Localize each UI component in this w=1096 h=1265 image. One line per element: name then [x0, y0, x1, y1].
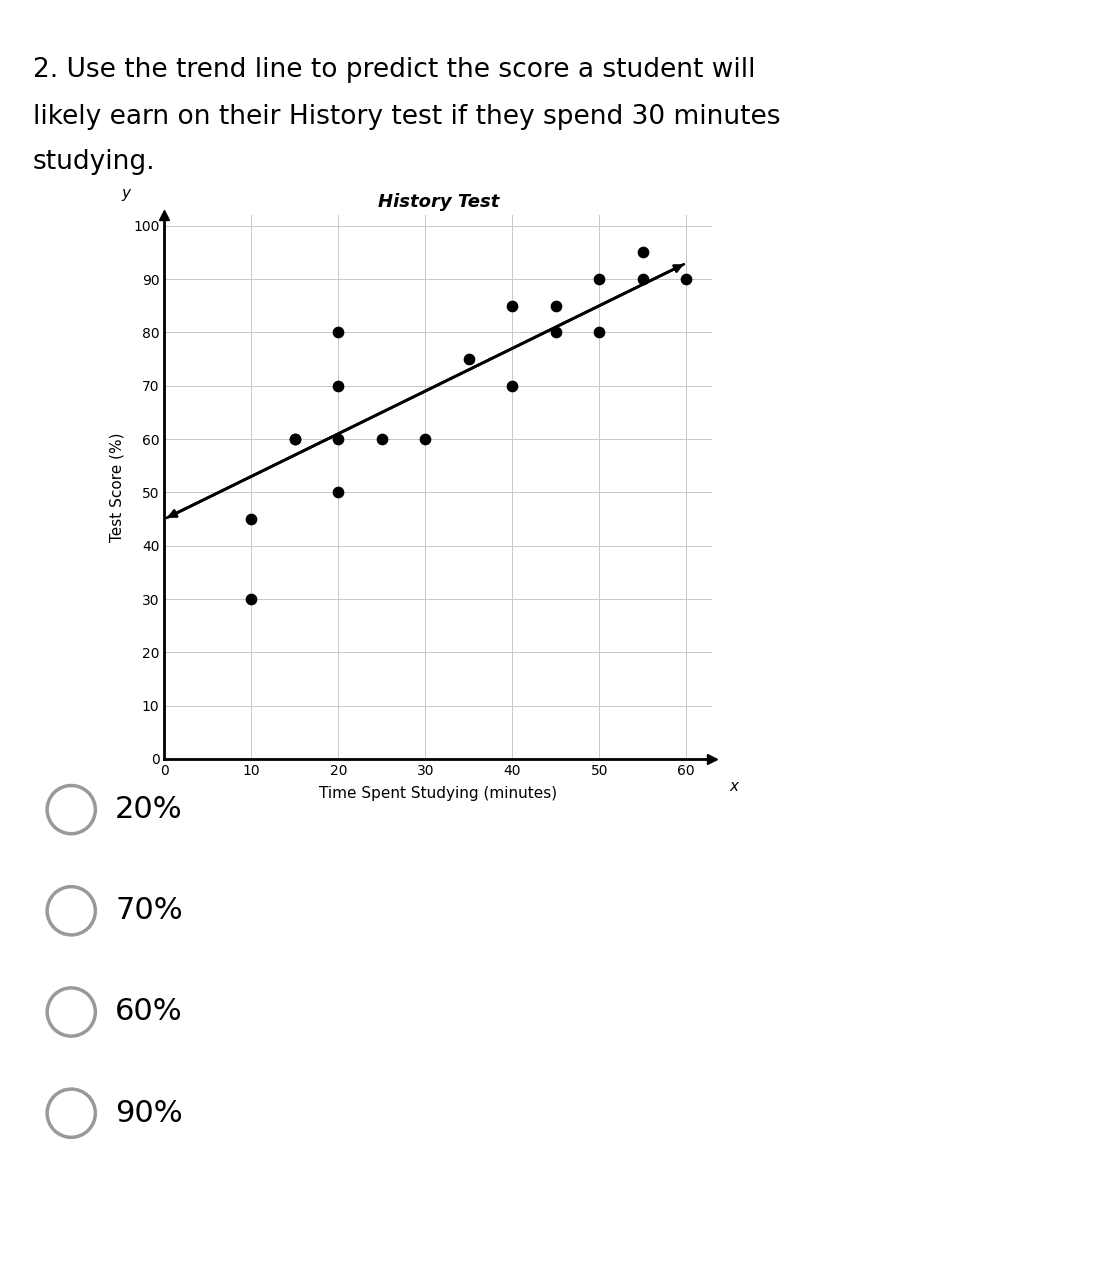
Point — [677, 269, 695, 290]
Point — [286, 429, 304, 449]
Point — [635, 243, 652, 263]
X-axis label: Time Spent Studying (minutes): Time Spent Studying (minutes) — [319, 786, 558, 801]
Point — [503, 376, 521, 396]
Point — [330, 323, 347, 343]
Y-axis label: Test Score (%): Test Score (%) — [110, 433, 125, 541]
Point — [591, 269, 608, 290]
Text: likely earn on their History test if they spend 30 minutes: likely earn on their History test if the… — [33, 104, 780, 130]
Point — [635, 269, 652, 290]
Point — [242, 509, 260, 529]
Text: 2. Use the trend line to predict the score a student will: 2. Use the trend line to predict the sco… — [33, 57, 755, 83]
Point — [330, 376, 347, 396]
Point — [242, 589, 260, 610]
Title: History Test: History Test — [378, 192, 499, 211]
Text: y: y — [122, 186, 130, 201]
Text: 70%: 70% — [115, 897, 183, 925]
Text: studying.: studying. — [33, 149, 156, 176]
Point — [286, 429, 304, 449]
Point — [416, 429, 434, 449]
Text: 90%: 90% — [115, 1099, 183, 1127]
Point — [547, 296, 564, 316]
Text: 60%: 60% — [115, 998, 183, 1026]
Point — [330, 482, 347, 502]
Point — [547, 323, 564, 343]
Point — [373, 429, 390, 449]
Point — [503, 296, 521, 316]
Point — [330, 429, 347, 449]
Text: x: x — [730, 779, 739, 793]
Point — [460, 349, 478, 369]
Point — [591, 323, 608, 343]
Text: 20%: 20% — [115, 796, 183, 824]
